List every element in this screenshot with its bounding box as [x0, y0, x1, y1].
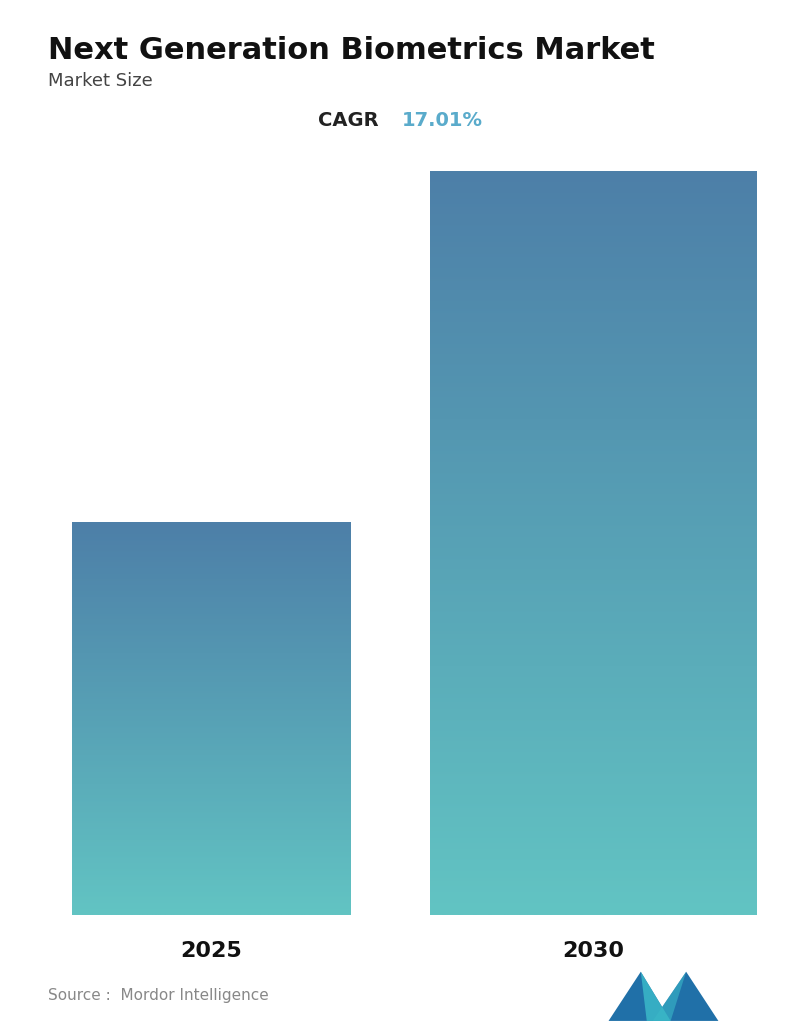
- Text: Source :  Mordor Intelligence: Source : Mordor Intelligence: [48, 987, 268, 1003]
- Text: Market Size: Market Size: [48, 72, 153, 90]
- Text: 2025: 2025: [180, 941, 242, 961]
- Text: Next Generation Biometrics Market: Next Generation Biometrics Market: [48, 36, 654, 65]
- Polygon shape: [641, 972, 670, 1021]
- Text: 17.01%: 17.01%: [402, 111, 483, 129]
- Text: CAGR: CAGR: [318, 111, 379, 129]
- Text: 2030: 2030: [562, 941, 624, 961]
- Polygon shape: [609, 972, 670, 1021]
- Polygon shape: [653, 972, 686, 1021]
- Polygon shape: [653, 972, 718, 1021]
